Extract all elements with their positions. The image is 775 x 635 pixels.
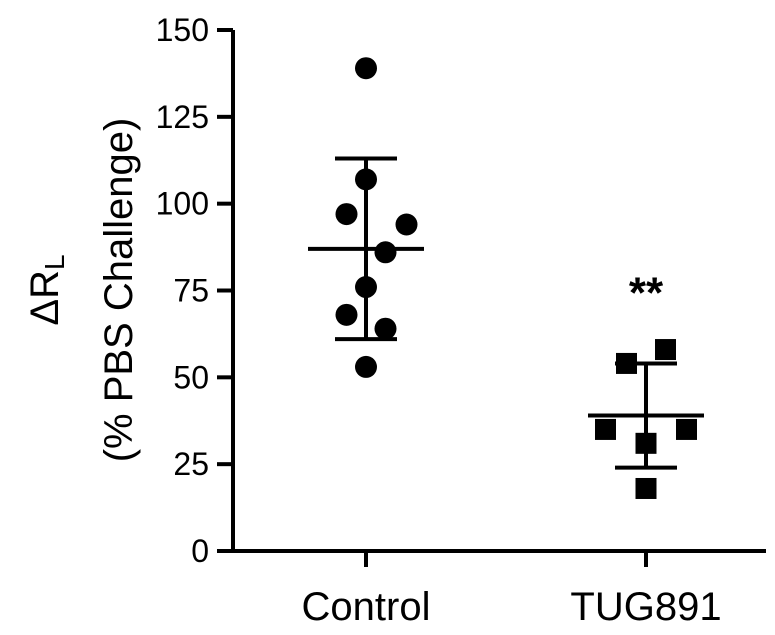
data-point-circle [335,303,358,326]
data-point-circle [374,241,397,264]
y-axis-title-main: ΔR [23,270,67,326]
data-point-circle [355,57,377,80]
data-point-square [595,418,616,440]
data-point-square [635,477,657,499]
summary-bars [308,156,704,470]
y-tick-label: 100 [156,186,209,222]
y-tick-label: 50 [173,359,209,395]
y-tick-label: 25 [173,446,209,482]
y-tick-label: 150 [156,12,209,48]
y-tick-label: 0 [191,533,209,569]
significance-annotation: ** [629,269,664,318]
data-point-circle [355,355,377,378]
data-point-circle [395,213,418,236]
y-axis-title: ΔRL (% PBS Challenge) [23,118,141,463]
y-axis-title-line1: ΔRL [23,254,70,325]
axis-labels: 0 25 50 75 100 125 150 Control TUG891 ** [156,12,722,629]
y-tick-label: 125 [156,99,209,135]
data-point-square [676,418,697,440]
axes [217,28,766,567]
data-point-circle [374,317,397,340]
data-point-circle [335,203,358,226]
y-axis-title-subscript: L [39,254,70,270]
x-category-label: Control [302,585,431,629]
y-axis-title-line2: (% PBS Challenge) [97,118,141,463]
data-marks [335,57,697,499]
data-point-square [655,339,676,361]
y-tick-label: 75 [173,273,209,309]
x-category-label: TUG891 [570,585,721,629]
